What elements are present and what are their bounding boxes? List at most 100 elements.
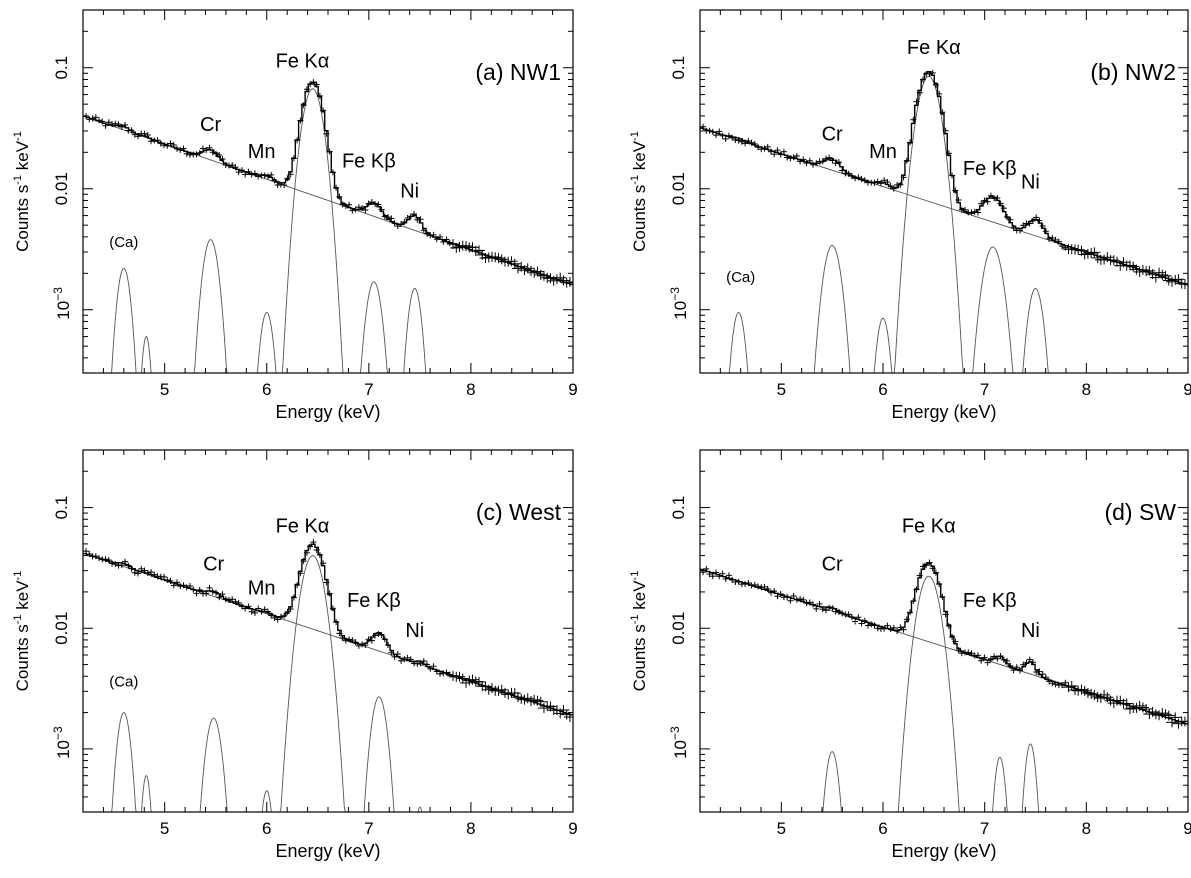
data-point (780, 148, 787, 155)
data-point (926, 70, 933, 77)
data-point (790, 154, 797, 161)
data-point (109, 560, 116, 567)
line-component-ni (1010, 743, 1051, 812)
data-point (729, 576, 736, 583)
data-point (900, 174, 907, 181)
data-point (919, 563, 926, 570)
y-tick-base: 10 (671, 740, 690, 759)
data-point (868, 621, 875, 628)
data-point (83, 548, 90, 555)
y-axis-label-part: -1 (12, 614, 24, 624)
data-point (874, 625, 881, 632)
data-point (784, 154, 791, 161)
data-point (336, 193, 343, 200)
y-tick-exponent: −3 (51, 726, 65, 740)
data-point (135, 570, 142, 577)
x-tick-label: 9 (568, 819, 577, 838)
data-point (313, 547, 320, 554)
line-annotation: (Ca) (109, 234, 138, 251)
data-point (987, 192, 994, 199)
data-point (913, 98, 920, 105)
x-tick-label: 9 (1183, 819, 1191, 838)
data-point (186, 582, 193, 589)
y-tick-label-exp: 10−3 (51, 287, 73, 320)
data-point (777, 591, 784, 598)
data-point (183, 150, 190, 157)
data-point (716, 128, 723, 135)
data-point (751, 581, 758, 588)
data-point (1049, 234, 1056, 241)
data-point (518, 265, 531, 276)
data-point (722, 135, 729, 142)
data-point (839, 610, 846, 617)
data-point (793, 596, 800, 603)
data-point (440, 670, 447, 677)
data-point (303, 549, 310, 556)
data-point (420, 658, 427, 665)
plot-area (83, 79, 573, 373)
data-point (861, 177, 868, 184)
data-point (287, 605, 294, 612)
data-point (378, 632, 385, 639)
data-point (767, 589, 774, 596)
data-point (939, 109, 946, 116)
data-point (890, 185, 897, 192)
data-point (320, 107, 327, 114)
data-point (848, 173, 855, 180)
data-point (255, 173, 262, 180)
data-point (180, 145, 187, 152)
data-point (864, 622, 871, 629)
data-point (1017, 227, 1024, 234)
data-point (945, 623, 952, 630)
line-component-fek (350, 696, 408, 812)
data-point (473, 676, 486, 687)
data-point (401, 656, 408, 663)
data-point (719, 570, 726, 577)
y-axis-label-part: -1 (12, 175, 24, 185)
data-point (987, 655, 994, 662)
x-axis-label: Energy (keV) (275, 841, 380, 861)
y-tick-exponent: −3 (51, 287, 65, 301)
data-point (307, 543, 314, 550)
data-point (144, 131, 151, 138)
data-point (420, 227, 427, 234)
data-point (784, 594, 791, 601)
line-annotation: Fe Kβ (963, 590, 1017, 612)
data-point (216, 594, 223, 601)
data-point (346, 636, 353, 643)
plot-area (700, 559, 1188, 812)
data-point (748, 582, 755, 589)
data-point (771, 151, 778, 158)
data-point (835, 608, 842, 615)
data-point (1133, 700, 1146, 711)
data-point (1062, 679, 1069, 686)
data-point (375, 201, 382, 208)
data-point (404, 214, 411, 221)
data-point (1078, 685, 1091, 696)
data-point (219, 155, 226, 162)
line-annotation: Cr (822, 124, 843, 146)
data-point (320, 560, 327, 567)
data-point (92, 114, 99, 121)
data-point (949, 634, 956, 641)
data-point (141, 130, 148, 137)
data-point (161, 573, 168, 580)
data-point (1162, 710, 1175, 721)
data-point (1172, 274, 1185, 285)
data-point (919, 76, 926, 83)
data-point (764, 585, 771, 592)
data-point (167, 140, 174, 147)
data-point (394, 651, 401, 658)
model-total-step (83, 81, 573, 286)
data-point (1036, 668, 1043, 675)
data-point (942, 611, 949, 618)
line-annotation: Fe Kβ (342, 150, 396, 172)
data-point (563, 712, 573, 723)
data-point (316, 92, 323, 99)
data-point (968, 209, 975, 216)
data-point (212, 589, 219, 596)
data-point (450, 242, 463, 253)
data-point (164, 577, 171, 584)
data-point (290, 155, 297, 162)
